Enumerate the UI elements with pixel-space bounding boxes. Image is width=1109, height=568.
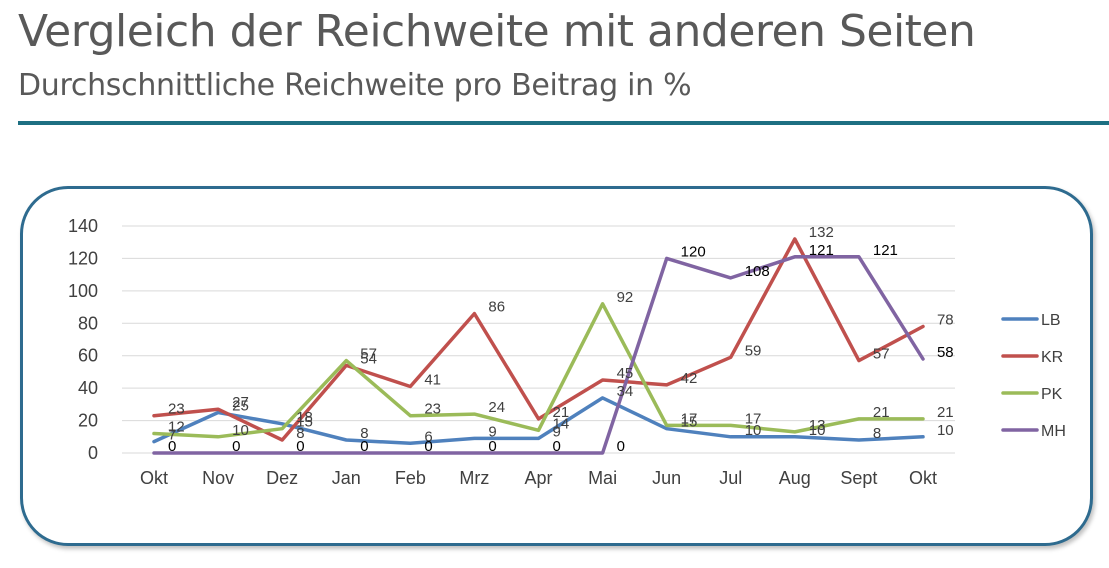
x-tick-label: Mai — [588, 468, 617, 488]
x-tick-label: Apr — [524, 468, 552, 488]
y-tick-label: 80 — [78, 313, 98, 333]
x-tick-label: Jun — [652, 468, 681, 488]
data-label-lb: 6 — [424, 428, 432, 445]
data-label-lb: 10 — [937, 422, 954, 439]
x-tick-label: Sept — [840, 468, 877, 488]
page-title: Vergleich der Reichweite mit anderen Sei… — [18, 6, 976, 57]
y-tick-label: 20 — [78, 411, 98, 431]
data-label-pk: 57 — [360, 346, 377, 363]
data-label-lb: 8 — [360, 425, 368, 442]
data-label-pk: 12 — [168, 419, 185, 436]
legend-label-pk: PK — [1041, 386, 1063, 403]
x-tick-label: Feb — [395, 468, 426, 488]
data-label-kr: 86 — [488, 299, 505, 316]
y-tick-label: 0 — [88, 443, 98, 463]
data-label-mh: 58 — [937, 344, 954, 361]
data-label-kr: 21 — [553, 404, 570, 421]
data-label-mh: 120 — [681, 243, 706, 260]
legend-label-kr: KR — [1041, 349, 1063, 366]
data-label-mh: 0 — [168, 438, 176, 455]
data-label-kr: 41 — [424, 372, 441, 389]
data-label-kr: 45 — [617, 365, 634, 382]
title-divider — [18, 121, 1109, 125]
data-label-kr: 78 — [937, 312, 954, 329]
data-label-mh: 0 — [424, 438, 432, 455]
data-label-pk: 15 — [296, 414, 313, 431]
data-label-kr: 23 — [168, 401, 185, 418]
data-label-pk: 14 — [553, 415, 570, 432]
y-tick-label: 40 — [78, 378, 98, 398]
data-label-lb: 8 — [873, 425, 881, 442]
data-label-pk: 23 — [424, 401, 441, 418]
data-label-lb: 18 — [296, 409, 313, 426]
data-label-lb: 10 — [809, 422, 826, 439]
data-label-lb: 9 — [488, 423, 496, 440]
data-label-kr: 8 — [296, 425, 304, 442]
data-label-kr: 27 — [232, 394, 249, 411]
data-label-pk: 17 — [745, 410, 762, 427]
legend-label-mh: MH — [1041, 423, 1066, 440]
data-label-pk: 17 — [681, 410, 698, 427]
data-label-lb: 15 — [681, 414, 698, 431]
chart-frame — [20, 186, 1093, 546]
data-label-lb: 10 — [745, 422, 762, 439]
series-line-mh — [152, 255, 925, 455]
series-line-lb — [152, 396, 925, 446]
data-label-kr: 57 — [873, 346, 890, 363]
x-tick-label: Mrz — [459, 468, 489, 488]
legend-label-lb: LB — [1041, 312, 1061, 329]
data-label-mh: 0 — [360, 438, 368, 455]
data-label-mh: 121 — [809, 242, 834, 259]
y-tick-label: 120 — [68, 248, 98, 268]
x-tick-label: Okt — [909, 468, 937, 488]
data-label-mh: 0 — [488, 438, 496, 455]
data-label-mh: 0 — [296, 438, 304, 455]
data-label-pk: 10 — [232, 422, 249, 439]
data-label-lb: 34 — [617, 383, 634, 400]
page-subtitle: Durchschnittliche Reichweite pro Beitrag… — [18, 68, 692, 103]
data-label-kr: 42 — [681, 370, 698, 387]
data-label-pk: 21 — [937, 404, 954, 421]
data-label-lb: 25 — [232, 397, 249, 414]
x-tick-label: Okt — [140, 468, 168, 488]
x-tick-label: Dez — [266, 468, 298, 488]
data-label-kr: 54 — [360, 350, 377, 367]
y-tick-label: 140 — [68, 216, 98, 236]
series-lines — [152, 237, 925, 455]
data-label-mh: 121 — [873, 242, 898, 259]
x-tick-label: Nov — [202, 468, 234, 488]
series-line-pk — [152, 302, 925, 439]
y-tick-label: 100 — [68, 281, 98, 301]
legend: LB KR PK MH — [1001, 312, 1066, 440]
x-tick-label: Aug — [779, 468, 811, 488]
series-line-kr — [152, 237, 925, 442]
x-tick-label: Jul — [719, 468, 742, 488]
data-label-lb: 7 — [168, 427, 176, 444]
data-label-kr: 132 — [809, 224, 834, 241]
data-label-mh: 0 — [553, 438, 561, 455]
data-label-lb: 9 — [553, 423, 561, 440]
data-label-pk: 24 — [488, 399, 505, 416]
data-label-pk: 92 — [617, 289, 634, 306]
data-label-mh: 0 — [232, 438, 240, 455]
data-label-mh: 108 — [745, 263, 770, 280]
data-label-kr: 59 — [745, 342, 762, 359]
data-label-mh: 0 — [617, 438, 625, 455]
x-tick-label: Jan — [332, 468, 361, 488]
data-label-pk: 21 — [873, 404, 890, 421]
y-tick-label: 60 — [78, 346, 98, 366]
data-label-pk: 13 — [809, 417, 826, 434]
